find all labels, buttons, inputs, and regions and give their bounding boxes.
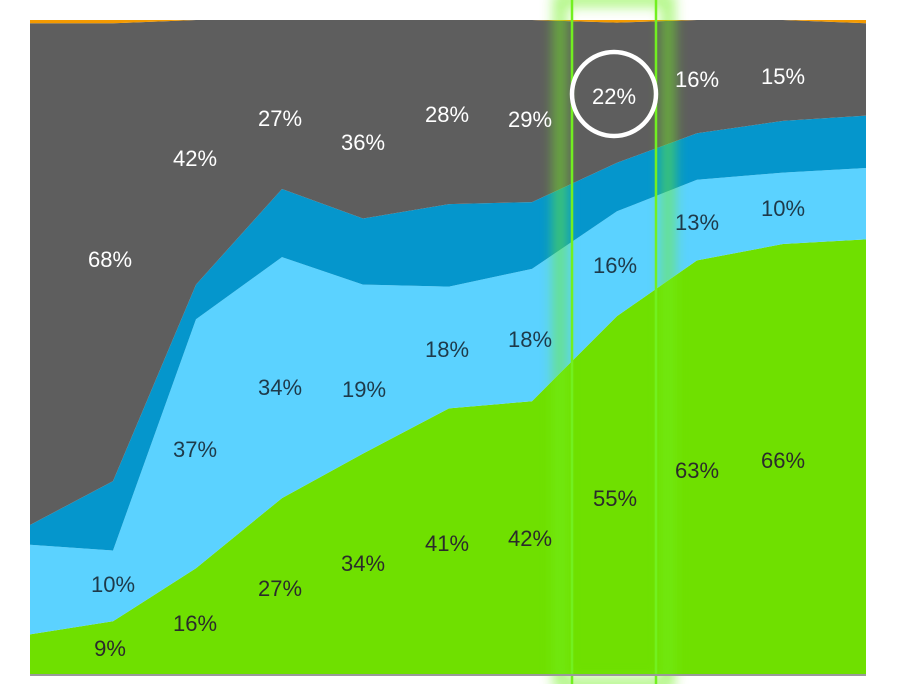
data-label: 15% <box>761 64 805 89</box>
data-label: 66% <box>761 448 805 473</box>
data-label: 34% <box>258 375 302 400</box>
data-label: 16% <box>173 611 217 636</box>
data-label: 27% <box>258 576 302 601</box>
data-label: 36% <box>341 130 385 155</box>
data-label: 63% <box>675 458 719 483</box>
data-label-highlighted: 22% <box>592 84 636 109</box>
data-label: 29% <box>508 107 552 132</box>
data-label: 16% <box>593 253 637 278</box>
data-label: 34% <box>341 551 385 576</box>
data-label: 18% <box>425 337 469 362</box>
data-labels: 9% 16% 27% 34% 41% 42% 55% 63% 66% 10% 37% 34% 19% 18… <box>88 64 805 661</box>
data-label: 10% <box>761 196 805 221</box>
data-label: 16% <box>675 67 719 92</box>
data-label: 10% <box>91 572 135 597</box>
highlight-band <box>553 0 675 684</box>
data-label: 42% <box>508 526 552 551</box>
highlight-circle <box>569 49 659 139</box>
data-label: 13% <box>675 210 719 235</box>
data-label: 41% <box>425 531 469 556</box>
data-label: 28% <box>425 102 469 127</box>
data-label: 42% <box>173 146 217 171</box>
highlight-band-glow <box>553 0 675 684</box>
data-label: 27% <box>258 106 302 131</box>
data-label: 19% <box>342 377 386 402</box>
data-label: 68% <box>88 247 132 272</box>
data-label: 18% <box>508 327 552 352</box>
highlight-band-inner <box>570 0 658 684</box>
data-label: 55% <box>593 486 637 511</box>
data-label: 37% <box>173 437 217 462</box>
area-layer-blue <box>30 115 866 551</box>
data-label: 9% <box>94 636 126 661</box>
